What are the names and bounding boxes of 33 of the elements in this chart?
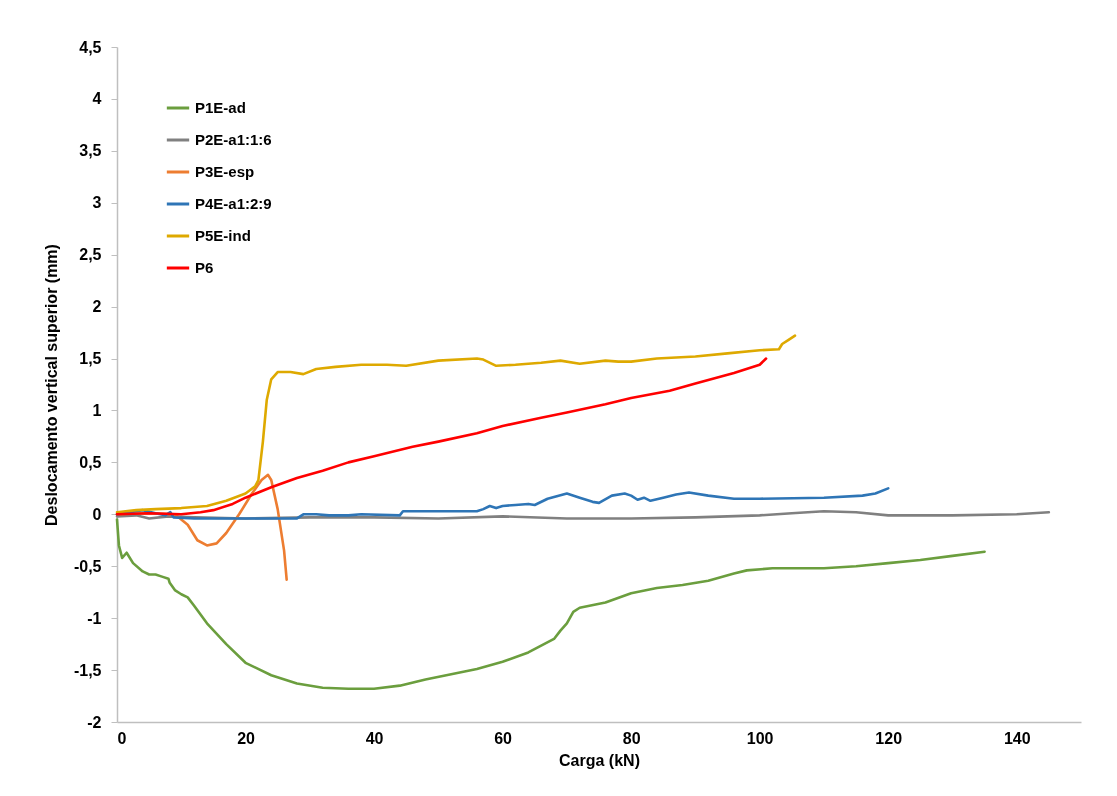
x-axis-title: Carga (kN) — [559, 751, 640, 769]
x-tick-label: 140 — [1003, 729, 1031, 747]
legend-label: P5E-ind — [195, 227, 251, 244]
line-series — [115, 357, 768, 516]
y-tick-label: -1,5 — [73, 661, 102, 679]
y-tick-label: 3 — [92, 194, 102, 212]
y-tick-label: 3,5 — [79, 142, 102, 160]
line-series — [115, 334, 797, 514]
legend-label: P2E-a1:1:6 — [195, 131, 272, 148]
legend-label: P3E-esp — [195, 163, 255, 180]
y-tick-label: -0,5 — [73, 557, 102, 575]
y-tick-label: 4,5 — [79, 38, 102, 56]
legend-label: P4E-a1:2:9 — [195, 195, 272, 212]
y-tick-label: -1 — [87, 609, 102, 627]
y-tick-label: 1 — [92, 401, 102, 419]
x-tick-label: 40 — [365, 729, 384, 747]
x-tick-label: 60 — [494, 729, 513, 747]
y-tick-label: 0 — [92, 505, 102, 523]
x-tick-label: 80 — [622, 729, 641, 747]
legend-label: P6 — [195, 259, 214, 276]
x-tick-label: 0 — [117, 729, 127, 747]
y-tick-label: 0,5 — [79, 453, 102, 471]
x-tick-label: 20 — [237, 729, 256, 747]
y-tick-label: 2 — [92, 298, 102, 316]
y-tick-label: 1,5 — [79, 350, 102, 368]
legend-label: P1E-ad — [195, 99, 246, 116]
x-tick-label: 120 — [875, 729, 903, 747]
line-series — [115, 518, 986, 691]
y-tick-label: 2,5 — [79, 246, 102, 264]
y-tick-label: -2 — [87, 713, 102, 731]
y-axis-title: Deslocamento vertical superior (mm) — [42, 244, 60, 526]
y-tick-label: 4 — [92, 90, 102, 108]
x-tick-label: 100 — [746, 729, 774, 747]
